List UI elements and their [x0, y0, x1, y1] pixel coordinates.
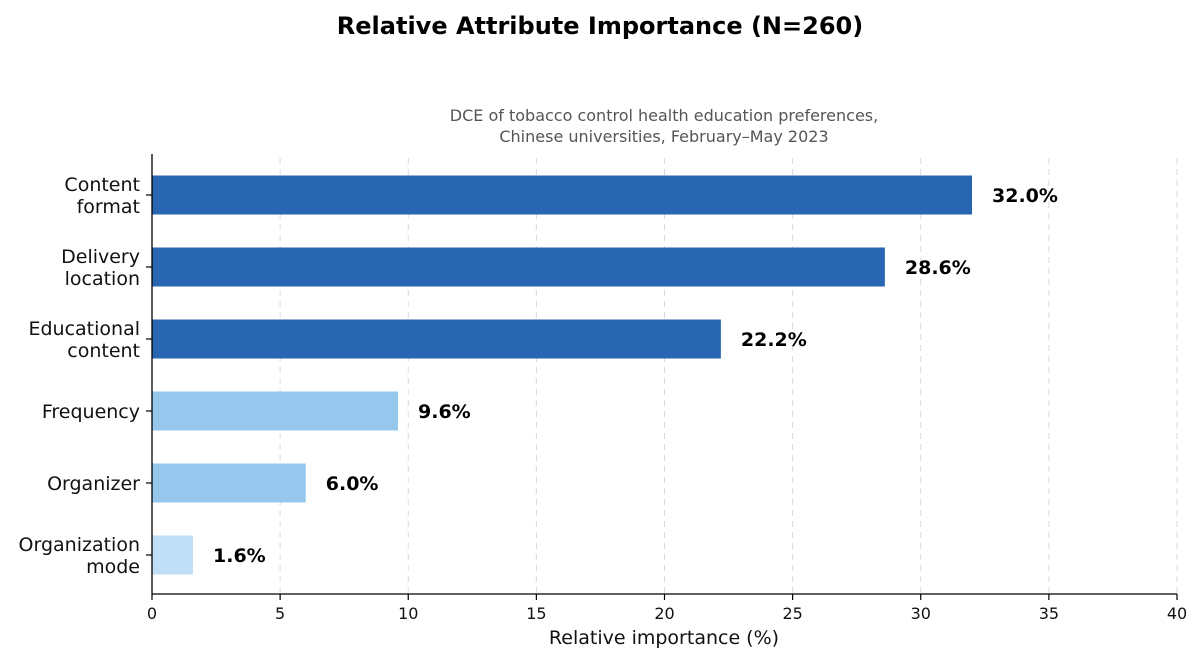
x-tick-label: 30 [911, 604, 931, 623]
data-label: 9.6% [418, 401, 471, 423]
bar [152, 535, 193, 575]
data-label: 22.2% [741, 329, 807, 351]
data-label: 6.0% [326, 473, 379, 495]
bar [152, 319, 721, 359]
chart-title: Relative Attribute Importance (N=260) [337, 12, 863, 40]
x-axis-label: Relative importance (%) [549, 627, 779, 649]
y-tick-label: location [65, 268, 140, 290]
bars [152, 175, 972, 575]
y-tick-label: Organization [19, 534, 140, 556]
x-tick-label: 0 [147, 604, 157, 623]
axes: 0 5 10 15 20 25 30 35 40 [146, 154, 1187, 623]
data-label: 28.6% [905, 257, 971, 279]
y-tick-label: Frequency [42, 401, 140, 423]
x-tick-label: 15 [526, 604, 546, 623]
x-tick-label: 35 [1039, 604, 1059, 623]
grid-lines [279, 158, 1178, 594]
chart-subtitle-line-1: DCE of tobacco control health education … [450, 106, 878, 125]
y-tick-label: Educational [28, 318, 140, 340]
x-tick-label: 20 [654, 604, 674, 623]
y-tick-label: format [77, 196, 140, 218]
x-tick-label: 10 [398, 604, 418, 623]
y-tick-label: Delivery [61, 246, 140, 268]
bar [152, 175, 972, 215]
y-tick-label: Content [64, 174, 140, 196]
x-tick-label: 40 [1167, 604, 1187, 623]
data-label: 1.6% [213, 545, 266, 567]
bar [152, 247, 885, 287]
y-tick-label: content [67, 340, 140, 362]
chart-subtitle-line-2: Chinese universities, February–May 2023 [499, 127, 828, 146]
y-tick-label: mode [86, 556, 140, 578]
x-tick-label: 5 [275, 604, 285, 623]
data-label: 32.0% [992, 185, 1058, 207]
y-tick-label: Organizer [47, 473, 140, 495]
bar [152, 391, 398, 431]
x-tick-label: 25 [782, 604, 802, 623]
bar [152, 463, 306, 503]
